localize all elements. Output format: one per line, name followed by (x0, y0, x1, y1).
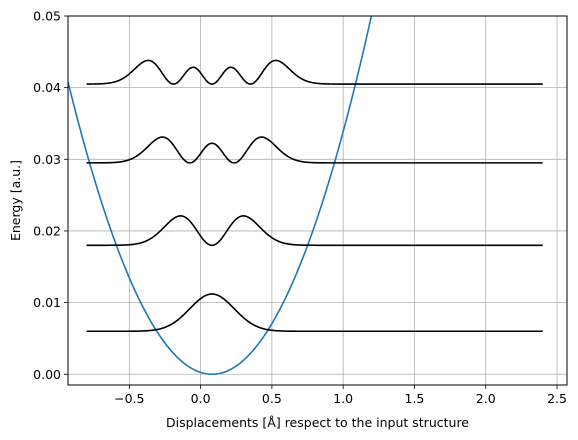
y-tick-label: 0.03 (33, 152, 61, 167)
y-axis-label: Energy [a.u.] (8, 160, 23, 241)
x-tick-label: 0.0 (191, 391, 211, 406)
x-tick-label: 0.5 (262, 391, 282, 406)
y-tick-label: 0.02 (33, 223, 61, 238)
plot-frame (67, 15, 568, 386)
x-axis-ticks: −0.5 0.0 0.5 1.0 1.5 2.0 2.5 (114, 385, 567, 406)
potential-curve (68, 16, 373, 376)
x-tick-label: 2.5 (547, 391, 567, 406)
x-tick-label: −0.5 (114, 391, 144, 406)
wavefunction-level-1 (86, 215, 543, 247)
grid-lines (68, 15, 567, 385)
y-axis-ticks: 0.00 0.01 0.02 0.03 0.04 0.05 (33, 9, 68, 382)
x-tick-label: 1.0 (333, 391, 353, 406)
y-tick-label: 0.01 (33, 295, 61, 310)
wavefunction-level-2 (86, 136, 543, 164)
wavefunction-level-0 (86, 293, 543, 333)
x-axis-label: Displacements [Å] respect to the input s… (166, 415, 469, 430)
wavefunction-level-3 (86, 59, 543, 85)
x-tick-label: 2.0 (476, 391, 496, 406)
x-tick-label: 1.5 (405, 391, 425, 406)
plot-curves (68, 16, 543, 376)
y-tick-label: 0.00 (33, 367, 61, 382)
y-tick-label: 0.04 (33, 80, 61, 95)
y-tick-label: 0.05 (33, 9, 61, 24)
